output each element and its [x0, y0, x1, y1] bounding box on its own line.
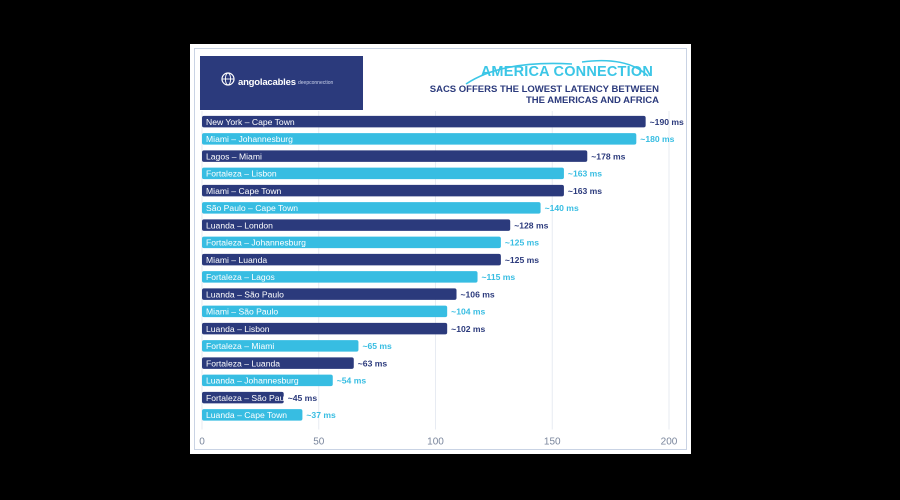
bar-category-label: Lagos – Miami [206, 151, 262, 161]
bar [202, 219, 511, 231]
brand-name: angolacables [238, 77, 296, 88]
bar-value-label: ~102 ms [451, 324, 485, 334]
bar-category-label: Fortaleza – São Paulo [206, 393, 291, 403]
globe-icon [221, 72, 235, 86]
bar-value-label: ~125 ms [505, 238, 539, 248]
bar-category-label: São Paulo – Cape Town [206, 203, 298, 213]
bar-value-label: ~163 ms [568, 169, 602, 179]
bar-category-label: Fortaleza – Luanda [206, 358, 280, 368]
bar-value-label: ~54 ms [337, 376, 367, 386]
card-frame [194, 48, 687, 450]
bar-value-label: ~45 ms [288, 393, 318, 403]
bar [202, 167, 564, 180]
bar-category-label: Luanda – Lisbon [206, 324, 270, 334]
bar [202, 133, 637, 145]
bar-value-label: ~178 ms [591, 151, 625, 161]
x-tick-label: 50 [313, 437, 325, 448]
bar [202, 236, 501, 249]
x-tick-label: 150 [544, 437, 561, 448]
bar-category-label: Fortaleza – Miami [206, 341, 274, 351]
bar-value-label: ~125 ms [505, 255, 539, 265]
bar [202, 357, 354, 369]
bar-category-label: Luanda – London [206, 220, 273, 230]
bar-value-label: ~104 ms [451, 307, 485, 317]
brand-tagline: deepconnection [298, 80, 334, 86]
bar-category-label: Fortaleza – Johannesburg [206, 238, 306, 248]
bar [202, 322, 448, 335]
chart-subtitle: SACS OFFERS THE LOWEST LATENCY BETWEEN T… [429, 84, 659, 106]
bar-category-label: Luanda – São Paulo [206, 289, 284, 299]
bar-category-label: Miami – Cape Town [206, 186, 282, 196]
bar-value-label: ~190 ms [650, 117, 684, 127]
bar-value-label: ~163 ms [568, 186, 602, 196]
brand-logo: angolacables deepconnection [200, 56, 363, 110]
bar [202, 150, 588, 162]
bar [202, 374, 333, 387]
bar-chart: 0 50 100 150 200 New York – Cape Town ~190 ms M… [199, 111, 684, 448]
bar-category-label: Fortaleza – Lagos [206, 272, 275, 282]
bar [202, 202, 541, 214]
bar-value-label: ~140 ms [545, 203, 579, 213]
x-tick-label: 100 [427, 437, 444, 448]
bar-value-label: ~37 ms [306, 410, 336, 420]
bar-value-label: ~180 ms [640, 134, 674, 144]
bar [202, 271, 478, 283]
bar-category-label: Miami – Luanda [206, 255, 267, 265]
bar-category-label: New York – Cape Town [206, 117, 295, 127]
bar-value-label: ~65 ms [362, 341, 392, 351]
bar-category-label: Fortaleza – Lisbon [206, 169, 277, 179]
bar-category-label: Miami – São Paulo [206, 307, 278, 317]
bar-value-label: ~106 ms [461, 289, 495, 299]
x-tick-label: 0 [199, 437, 205, 448]
bar [202, 253, 501, 266]
bar-value-label: ~115 ms [482, 272, 516, 282]
bar [202, 184, 564, 197]
bar [202, 409, 303, 421]
x-tick-label: 200 [661, 437, 678, 448]
chart-title: AMERICA CONNECTION [480, 64, 653, 80]
chart-card: angolacables deepconnection AMERICA CONN… [190, 44, 691, 454]
bar [202, 288, 457, 300]
bar-category-label: Luanda – Cape Town [206, 410, 287, 420]
bar [202, 305, 448, 318]
bar [202, 391, 284, 404]
bar-value-label: ~128 ms [514, 220, 548, 230]
bar [202, 340, 359, 352]
bar-value-label: ~63 ms [358, 358, 388, 368]
bar-category-label: Miami – Johannesburg [206, 134, 293, 144]
title-swoosh-decoration [465, 59, 649, 85]
bar-category-label: Luanda – Johannesburg [206, 376, 299, 386]
bar [202, 115, 646, 128]
